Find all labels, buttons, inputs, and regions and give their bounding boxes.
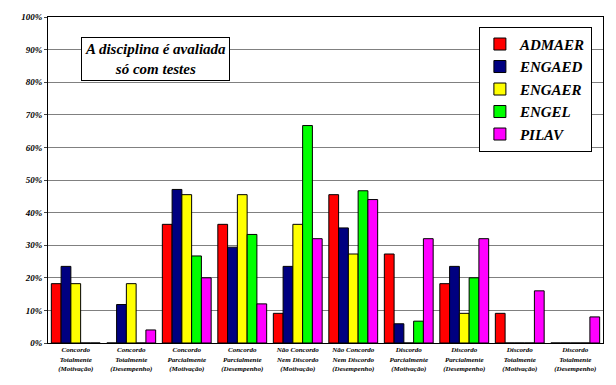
svg-text:ConcordoParcialmente(Desempenh: ConcordoParcialmente(Desempenho) bbox=[221, 346, 263, 372]
svg-text:Não ConcordoNem Discordo(Motiv: Não ConcordoNem Discordo(Motivação) bbox=[276, 346, 320, 372]
svg-text:DiscordoTotalmente(Motivação): DiscordoTotalmente(Motivação) bbox=[502, 346, 537, 372]
svg-text:ENGAER: ENGAER bbox=[519, 82, 582, 98]
svg-text:70%: 70% bbox=[26, 110, 43, 120]
svg-text:10%: 10% bbox=[26, 306, 43, 316]
svg-text:A disciplina é avaliadasó com: A disciplina é avaliadasó com testes bbox=[85, 41, 226, 77]
svg-text:50%: 50% bbox=[26, 175, 43, 185]
svg-text:ADMAER: ADMAER bbox=[519, 37, 584, 53]
svg-text:ConcordoTotalmente(Motivação): ConcordoTotalmente(Motivação) bbox=[58, 346, 93, 372]
svg-text:DiscordoTotalmente(Desempenho): DiscordoTotalmente(Desempenho) bbox=[554, 346, 596, 372]
svg-text:PILAV: PILAV bbox=[520, 127, 565, 143]
svg-text:80%: 80% bbox=[26, 77, 43, 87]
svg-text:ENGEL: ENGEL bbox=[519, 104, 571, 120]
svg-text:DiscordoParcialmente(Desempenh: DiscordoParcialmente(Desempenho) bbox=[443, 346, 485, 372]
svg-text:90%: 90% bbox=[26, 45, 43, 55]
svg-text:ENGAED: ENGAED bbox=[519, 59, 583, 75]
svg-text:DiscordoParcialmente(Motivação: DiscordoParcialmente(Motivação) bbox=[390, 346, 429, 372]
svg-text:ConcordoParcialmente(Motivação: ConcordoParcialmente(Motivação) bbox=[168, 346, 207, 372]
svg-text:30%: 30% bbox=[25, 240, 43, 250]
svg-text:100%: 100% bbox=[21, 12, 43, 22]
svg-text:40%: 40% bbox=[25, 208, 43, 218]
svg-text:60%: 60% bbox=[26, 143, 43, 153]
svg-text:ConcordoTotalmente(Desempenho): ConcordoTotalmente(Desempenho) bbox=[110, 346, 152, 372]
svg-text:0%: 0% bbox=[30, 338, 43, 348]
svg-text:20%: 20% bbox=[25, 273, 43, 283]
svg-text:Não ConcordoNem Discordo(Desem: Não ConcordoNem Discordo(Desempenho) bbox=[331, 346, 375, 372]
